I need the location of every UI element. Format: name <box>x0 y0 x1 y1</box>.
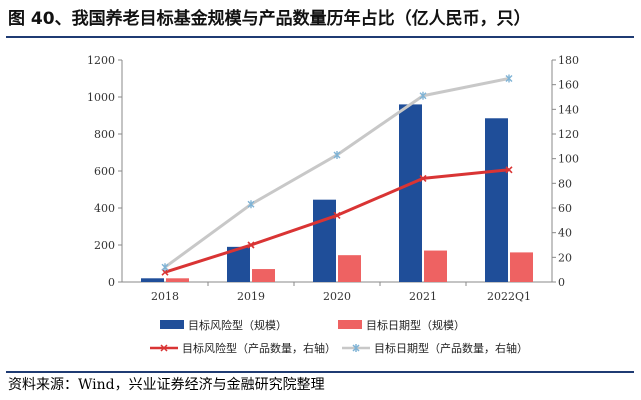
legend-target-date-bar: 目标日期型（规模） <box>338 318 465 332</box>
x-tick-label: 2018 <box>151 290 179 303</box>
star-marker <box>161 263 169 272</box>
point-target-risk-count <box>419 174 427 182</box>
y-right-tick-label: 80 <box>558 177 572 190</box>
legend-label: 目标风险型（规模） <box>188 318 287 332</box>
y-left-tick-label: 400 <box>94 202 115 215</box>
legend-target-risk-bar: 目标风险型（规模） <box>160 318 287 332</box>
line-target-date-count <box>164 77 510 269</box>
point-target-risk-count <box>505 166 513 174</box>
legend-marker <box>352 344 360 352</box>
x-tick-label: 2021 <box>409 290 437 303</box>
y-right-tick-label: 160 <box>558 79 579 92</box>
star-marker <box>333 150 341 159</box>
y-left-tick-label: 600 <box>94 165 115 178</box>
point-target-date-count <box>419 91 427 100</box>
x-marker <box>333 211 341 219</box>
legend-marker <box>160 344 168 352</box>
bar-target-risk <box>313 199 336 282</box>
y-left-tick-label: 200 <box>94 239 115 252</box>
x-marker <box>247 241 255 249</box>
chart-title: 图 40、我国养老目标基金规模与产品数量历年占比（亿人民币，只） <box>8 9 531 29</box>
point-target-risk-count <box>333 211 341 219</box>
footer-rule <box>6 371 634 373</box>
legend-label: 目标风险型（产品数量，右轴） <box>182 341 336 355</box>
legend-target-date-line: 目标日期型（产品数量，右轴） <box>342 341 528 355</box>
legend-swatch <box>160 320 184 329</box>
star-marker <box>505 74 513 83</box>
bar-target-risk <box>399 104 422 283</box>
y-right-tick-label: 60 <box>558 202 572 215</box>
point-target-date-count <box>505 74 513 83</box>
point-target-date-count <box>161 263 169 272</box>
x-marker <box>419 174 427 182</box>
x-tick-label: 2022Q1 <box>487 290 531 303</box>
bar-target-risk <box>485 118 508 283</box>
bar-target-date <box>510 252 533 282</box>
bar-target-date <box>424 250 447 282</box>
legend-swatch <box>338 320 362 329</box>
y-right-tick-label: 120 <box>558 128 579 141</box>
x-marker <box>505 166 513 174</box>
bar-target-date <box>252 269 275 282</box>
y-right-tick-label: 100 <box>558 153 579 166</box>
title-rule <box>6 36 634 38</box>
bar-target-date <box>338 255 361 282</box>
y-right-tick-label: 40 <box>558 227 572 240</box>
y-left-tick-label: 1200 <box>87 54 115 67</box>
point-target-date-count <box>247 200 255 209</box>
point-target-risk-count <box>247 241 255 249</box>
bar-target-risk <box>227 246 250 282</box>
y-right-tick-label: 140 <box>558 103 579 116</box>
y-left-tick-label: 0 <box>108 276 115 289</box>
line-target-risk-count <box>164 168 510 274</box>
y-right-tick-label: 180 <box>558 54 579 67</box>
x-tick-label: 2020 <box>323 290 351 303</box>
source-note: 资料来源：Wind，兴业证券经济与金融研究院整理 <box>8 377 325 393</box>
y-right-tick-label: 0 <box>558 276 565 289</box>
y-left-tick-label: 800 <box>94 128 115 141</box>
chart: 0 200 400 600 800 1000 1200 0 20 40 60 80 100 120 140 1… <box>87 54 579 355</box>
legend-label: 目标日期型（规模） <box>366 318 465 332</box>
y-left-tick-label: 1000 <box>87 91 115 104</box>
legend-target-risk-line: 目标风险型（产品数量，右轴） <box>150 341 336 355</box>
star-marker <box>419 91 427 100</box>
y-right-tick-label: 20 <box>558 251 572 264</box>
bar-target-risk <box>141 278 164 282</box>
legend-label: 目标日期型（产品数量，右轴） <box>374 341 528 355</box>
point-target-date-count <box>333 150 341 159</box>
bar-target-date <box>166 278 189 282</box>
star-marker <box>247 200 255 209</box>
x-tick-label: 2019 <box>237 290 265 303</box>
